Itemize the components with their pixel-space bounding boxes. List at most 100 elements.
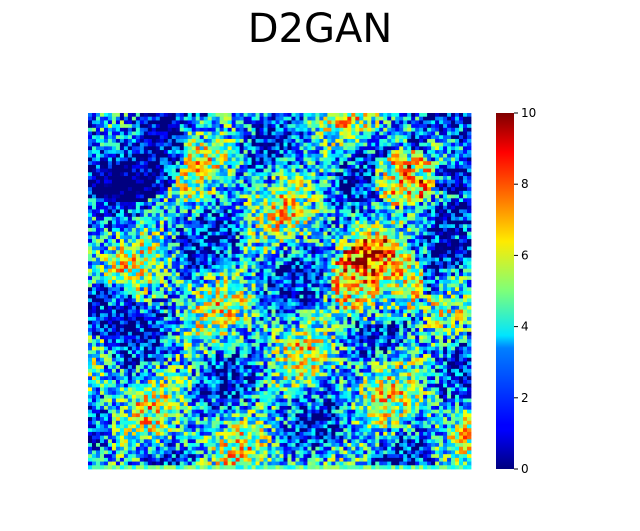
heatmap-cell [383,302,388,307]
heatmap-cell [299,164,304,170]
heatmap-cell [387,227,392,233]
heatmap-cell [447,261,452,266]
heatmap-cell [215,216,221,221]
heatmap-cell [443,190,448,195]
heatmap-cell [243,242,248,247]
heatmap-cell [231,283,237,288]
heatmap-cell [379,220,384,225]
heatmap-cell [215,235,221,240]
heatmap-cell [115,268,121,273]
heatmap-cell [147,231,153,236]
heatmap-cell [303,209,308,214]
heatmap-cell [463,279,468,284]
heatmap-cell [207,146,213,151]
heatmap-cell [375,298,380,303]
heatmap-cell [335,213,340,218]
heatmap-cell [283,164,288,170]
heatmap-cell [207,124,213,129]
heatmap-cell [387,190,392,195]
heatmap-cell [315,198,320,203]
heatmap-cell [95,291,101,296]
heatmap-cell [159,216,165,221]
heatmap-cell [399,253,404,259]
heatmap-cell [88,220,93,225]
heatmap-cell [395,183,400,188]
heatmap-cell [155,261,161,266]
heatmap-cell [191,176,197,181]
heatmap-cell [159,302,165,307]
heatmap-cell [419,127,424,132]
heatmap-cell [88,176,93,181]
heatmap-cell [119,120,125,125]
heatmap-cell [167,135,173,140]
heatmap-cell [311,283,316,288]
heatmap-cell [255,239,260,244]
heatmap-cell [439,253,444,259]
heatmap-cell [215,146,221,151]
heatmap-cell [259,276,264,281]
heatmap-cell [191,287,197,292]
heatmap-cell [103,227,109,233]
heatmap-cell [99,150,105,155]
heatmap-cell [331,302,336,307]
heatmap-cell [127,124,133,129]
heatmap-cell [387,261,392,266]
heatmap-cell [251,153,256,158]
heatmap-cell [399,216,404,221]
heatmap-cell [159,257,165,262]
heatmap-cell [399,142,404,147]
heatmap-cell [251,291,256,296]
heatmap-cell [347,227,352,233]
heatmap-cell [319,227,324,233]
heatmap-cell [243,205,248,210]
heatmap-cell [443,279,448,284]
heatmap-cell [467,235,472,240]
heatmap-cell [231,231,237,236]
heatmap-cell [391,157,396,162]
heatmap-cell [155,235,161,240]
heatmap-cell [395,287,400,292]
heatmap-cell [195,135,201,140]
heatmap-cell [447,276,452,281]
heatmap-cell [235,261,240,266]
heatmap-cell [99,164,105,170]
heatmap-cell [167,150,173,155]
heatmap-cell [243,209,248,214]
heatmap-cell [123,291,129,296]
heatmap-cell [283,276,288,281]
heatmap-cell [131,224,137,229]
heatmap-cell [171,287,177,292]
heatmap-cell [427,294,432,299]
heatmap-cell [347,291,352,296]
heatmap-cell [339,161,344,166]
heatmap-cell [411,227,416,233]
heatmap-cell [155,283,161,288]
heatmap-cell [255,250,260,255]
heatmap-cell [395,135,400,140]
heatmap-cell [327,209,332,214]
heatmap-cell [235,250,240,255]
heatmap-cell [391,279,396,284]
heatmap-cell [163,179,169,184]
heatmap-cell [339,224,344,229]
heatmap-cell [223,291,229,296]
heatmap-cell [327,261,332,266]
heatmap-cell [463,268,468,273]
heatmap-cell [343,239,348,244]
heatmap-cell [223,127,229,132]
heatmap-cell [119,153,125,158]
heatmap-cell [131,279,137,284]
heatmap-cell [327,224,332,229]
heatmap-cell [155,194,161,199]
heatmap-cell [419,283,424,288]
heatmap-cell [339,291,344,296]
heatmap-cell [327,239,332,244]
heatmap-cell [151,283,157,288]
heatmap-cell [111,198,117,203]
heatmap-cell [335,246,340,251]
heatmap-cell [387,216,392,221]
heatmap-cell [207,231,213,236]
heatmap-cell [239,261,244,266]
heatmap-cell [115,135,121,140]
heatmap-cell [139,283,145,288]
